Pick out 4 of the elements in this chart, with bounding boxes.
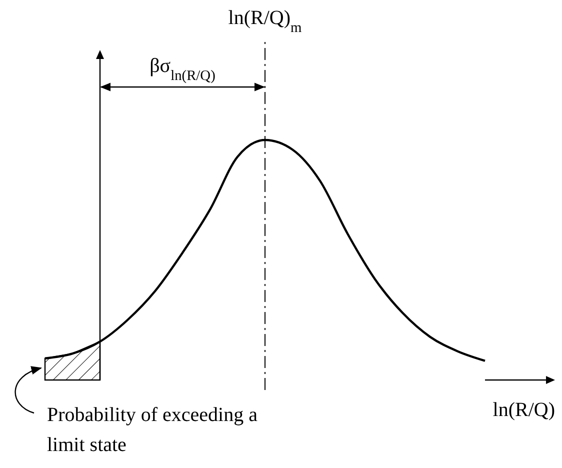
text: βσ$_{ln(R/Q)}$ <box>150 55 216 84</box>
x-axis-title: ln(R/Q) <box>492 399 555 421</box>
text: ln(R/Q)$_{m}$ <box>228 7 302 36</box>
text: Probability of exceeding a limit state <box>47 403 258 458</box>
